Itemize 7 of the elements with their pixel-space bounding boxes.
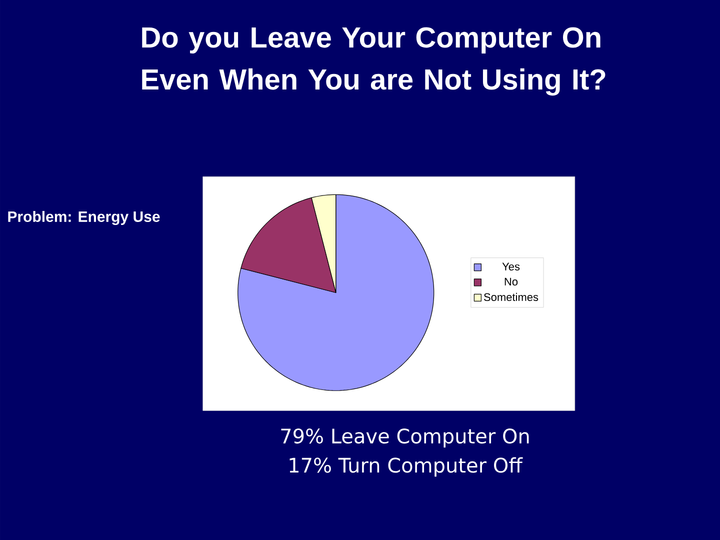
text: 79% Leave Computer On: [281, 428, 529, 448]
legend-label: Sometimes: [484, 292, 538, 302]
text: 17% Turn Computer Off: [290, 457, 523, 477]
text: Problem: Energy Use: [8, 210, 160, 226]
chart-title: Do you Leave Your Computer On Even When You are Not Using It?: [142, 27, 606, 96]
legend-label: No: [504, 278, 518, 286]
legend-label: Yes: [502, 262, 520, 270]
